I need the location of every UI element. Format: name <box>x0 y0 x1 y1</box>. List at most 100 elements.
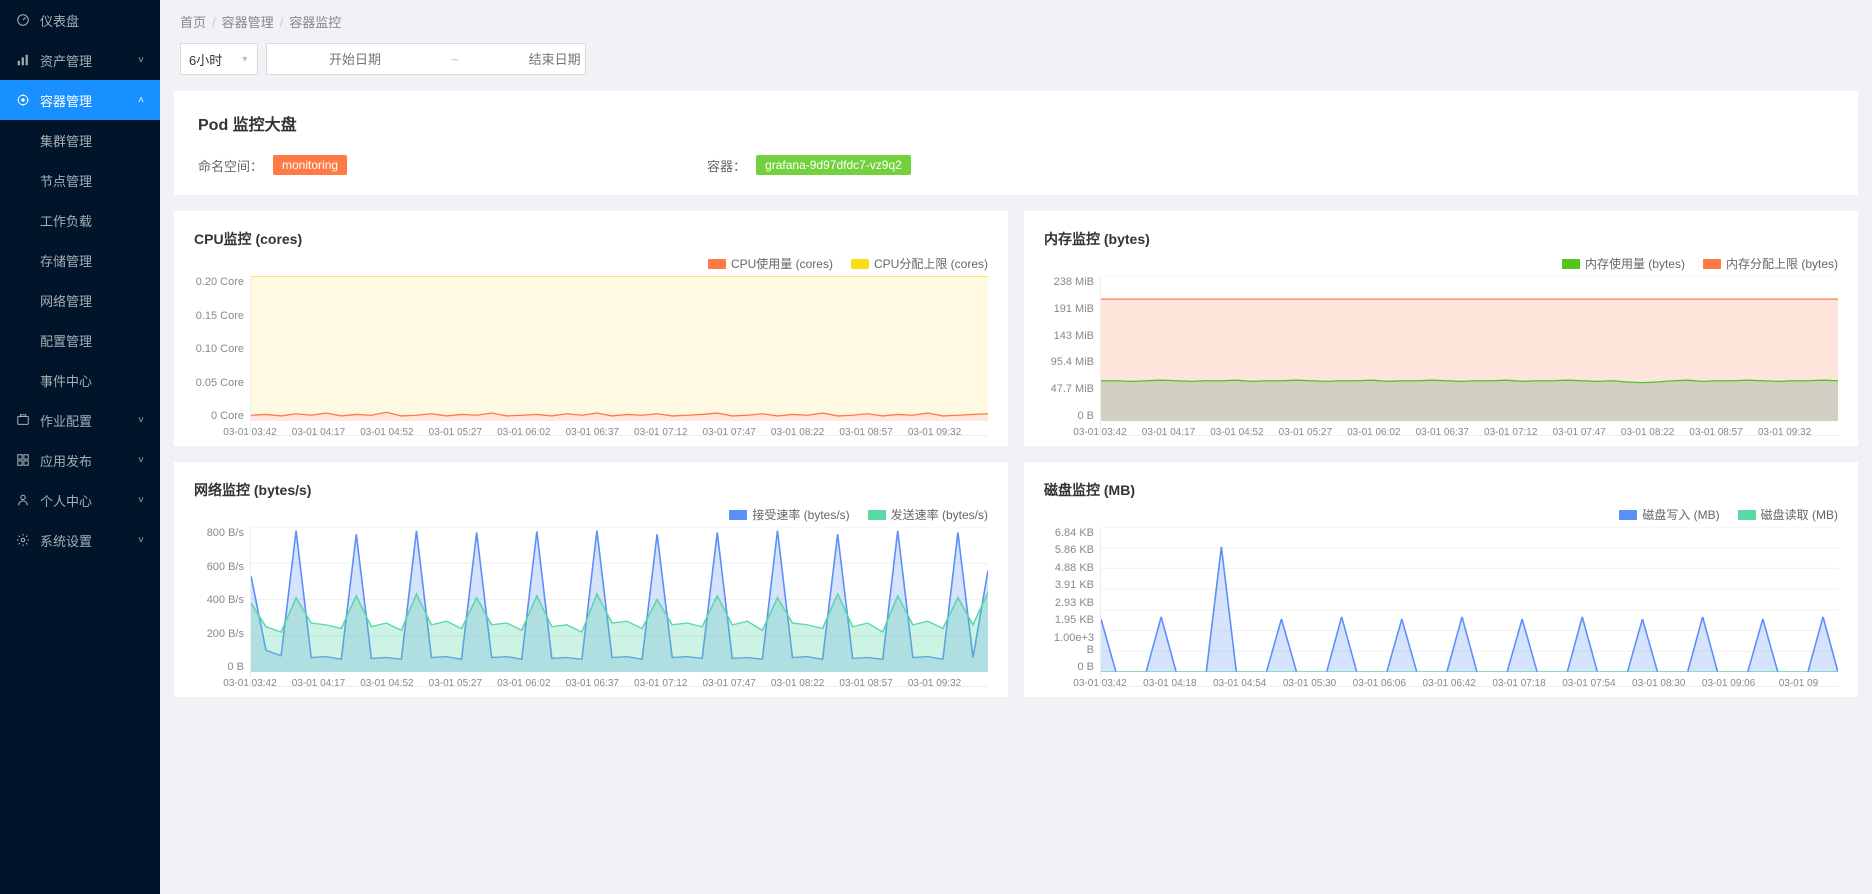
chart-legend: 接受速率 (bytes/s) 发送速率 (bytes/s) <box>194 506 988 523</box>
chart-body: 800 B/s600 B/s400 B/s200 B/s0 B 03-01 03… <box>194 527 988 687</box>
legend-item[interactable]: 内存分配上限 (bytes) <box>1703 255 1838 272</box>
filter-bar: 6小时 ▾ ~ <box>160 43 1872 91</box>
charts-grid: CPU监控 (cores) CPU使用量 (cores) CPU分配上限 (cor… <box>160 211 1872 713</box>
chart-legend: CPU使用量 (cores) CPU分配上限 (cores) <box>194 255 988 272</box>
chart-title: CPU监控 (cores) <box>194 229 988 249</box>
chevron-down-icon: ▾ <box>242 54 247 65</box>
date-range-picker[interactable]: ~ <box>266 43 586 75</box>
gear-icon <box>16 533 30 547</box>
legend-swatch <box>729 510 747 520</box>
chart-legend: 磁盘写入 (MB) 磁盘读取 (MB) <box>1044 506 1838 523</box>
header-panel: Pod 监控大盘 命名空间： monitoring 容器： grafana-9d… <box>174 91 1858 195</box>
chevron-down-icon: ˅ <box>138 495 144 506</box>
time-range-select[interactable]: 6小时 ▾ <box>180 43 258 75</box>
sidebar-item-label: 作业配置 <box>40 411 138 430</box>
chevron-down-icon: ˅ <box>138 415 144 426</box>
container-tag: grafana-9d97dfdc7-vz9q2 <box>756 155 911 175</box>
chart-card-cpu: CPU监控 (cores) CPU使用量 (cores) CPU分配上限 (cor… <box>174 211 1008 446</box>
breadcrumb-item[interactable]: 容器管理 <box>222 15 274 30</box>
y-axis: 800 B/s600 B/s400 B/s200 B/s0 B <box>194 527 250 687</box>
x-axis: 03-01 03:4203-01 04:1803-01 04:5403-01 0… <box>1100 678 1838 689</box>
chart-title: 磁盘监控 (MB) <box>1044 480 1838 500</box>
sidebar-subitem-节点管理[interactable]: 节点管理 <box>0 160 160 200</box>
chart-plot[interactable] <box>250 527 988 687</box>
sidebar-item-label: 个人中心 <box>40 491 138 510</box>
legend-swatch <box>851 259 869 269</box>
deploy-icon <box>16 453 30 467</box>
chart-card-disk: 磁盘监控 (MB) 磁盘写入 (MB) 磁盘读取 (MB) 6.84 KB5.86… <box>1024 462 1858 697</box>
legend-item[interactable]: CPU使用量 (cores) <box>708 255 833 272</box>
legend-swatch <box>1562 259 1580 269</box>
chart-card-net: 网络监控 (bytes/s) 接受速率 (bytes/s) 发送速率 (bytes… <box>174 462 1008 697</box>
chart-title: 网络监控 (bytes/s) <box>194 480 988 500</box>
range-separator: ~ <box>443 52 467 67</box>
y-axis: 238 MiB191 MiB143 MiB95.4 MiB47.7 MiB0 B <box>1044 276 1100 436</box>
meta-row: 命名空间： monitoring 容器： grafana-9d97dfdc7-v… <box>198 155 1834 175</box>
sidebar-subitem-配置管理[interactable]: 配置管理 <box>0 320 160 360</box>
chevron-up-icon: ˄ <box>138 95 144 106</box>
sidebar-subitem-工作负载[interactable]: 工作负载 <box>0 200 160 240</box>
container-label: 容器： <box>707 156 746 175</box>
sidebar-item-label: 资产管理 <box>40 51 138 70</box>
time-range-value: 6小时 <box>189 50 222 69</box>
main-content: 首页/容器管理/容器监控 6小时 ▾ ~ Pod 监控大盘 命名空间： moni… <box>160 0 1872 894</box>
bars-icon <box>16 53 30 67</box>
namespace-tag: monitoring <box>273 155 347 175</box>
chart-card-mem: 内存监控 (bytes) 内存使用量 (bytes) 内存分配上限 (bytes)… <box>1024 211 1858 446</box>
breadcrumb-item[interactable]: 首页 <box>180 15 206 30</box>
sidebar-subitem-集群管理[interactable]: 集群管理 <box>0 120 160 160</box>
sidebar-item-label: 仪表盘 <box>40 11 144 30</box>
legend-item[interactable]: 接受速率 (bytes/s) <box>729 506 849 523</box>
breadcrumb: 首页/容器管理/容器监控 <box>160 0 1872 43</box>
legend-label: 内存分配上限 (bytes) <box>1726 255 1838 272</box>
legend-item[interactable]: 磁盘读取 (MB) <box>1738 506 1838 523</box>
chart-plot[interactable] <box>250 276 988 436</box>
container-meta: 容器： grafana-9d97dfdc7-vz9q2 <box>707 155 911 175</box>
job-icon <box>16 413 30 427</box>
sidebar-item-仪表盘[interactable]: 仪表盘 <box>0 0 160 40</box>
legend-item[interactable]: 发送速率 (bytes/s) <box>868 506 988 523</box>
breadcrumb-item: 容器监控 <box>289 15 341 30</box>
sidebar-subitem-网络管理[interactable]: 网络管理 <box>0 280 160 320</box>
legend-label: 接受速率 (bytes/s) <box>752 506 849 523</box>
x-axis: 03-01 03:4203-01 04:1703-01 04:5203-01 0… <box>1100 427 1838 438</box>
x-axis: 03-01 03:4203-01 04:1703-01 04:5203-01 0… <box>250 678 988 689</box>
legend-swatch <box>1738 510 1756 520</box>
sidebar-subitem-存储管理[interactable]: 存储管理 <box>0 240 160 280</box>
chart-title: 内存监控 (bytes) <box>1044 229 1838 249</box>
sidebar-item-资产管理[interactable]: 资产管理˅ <box>0 40 160 80</box>
end-date-input[interactable] <box>467 52 643 67</box>
sidebar-item-容器管理[interactable]: 容器管理˄ <box>0 80 160 120</box>
legend-label: CPU分配上限 (cores) <box>874 255 988 272</box>
sidebar-item-作业配置[interactable]: 作业配置˅ <box>0 400 160 440</box>
legend-item[interactable]: 内存使用量 (bytes) <box>1562 255 1685 272</box>
user-icon <box>16 493 30 507</box>
legend-swatch <box>708 259 726 269</box>
chart-plot[interactable] <box>1100 527 1838 687</box>
chevron-down-icon: ˅ <box>138 55 144 66</box>
chart-body: 0.20 Core0.15 Core0.10 Core0.05 Core0 Co… <box>194 276 988 436</box>
legend-swatch <box>1619 510 1637 520</box>
sidebar-item-label: 容器管理 <box>40 91 138 110</box>
sidebar-subitem-事件中心[interactable]: 事件中心 <box>0 360 160 400</box>
namespace-meta: 命名空间： monitoring <box>198 155 347 175</box>
legend-label: CPU使用量 (cores) <box>731 255 833 272</box>
sidebar-item-应用发布[interactable]: 应用发布˅ <box>0 440 160 480</box>
legend-swatch <box>868 510 886 520</box>
legend-item[interactable]: CPU分配上限 (cores) <box>851 255 988 272</box>
chart-body: 238 MiB191 MiB143 MiB95.4 MiB47.7 MiB0 B… <box>1044 276 1838 436</box>
legend-label: 磁盘读取 (MB) <box>1761 506 1838 523</box>
start-date-input[interactable] <box>267 52 443 67</box>
sidebar-item-个人中心[interactable]: 个人中心˅ <box>0 480 160 520</box>
page-title: Pod 监控大盘 <box>198 111 1834 135</box>
dashboard-icon <box>16 13 30 27</box>
x-axis: 03-01 03:4203-01 04:1703-01 04:5203-01 0… <box>250 427 988 438</box>
chart-plot[interactable] <box>1100 276 1838 436</box>
chart-legend: 内存使用量 (bytes) 内存分配上限 (bytes) <box>1044 255 1838 272</box>
legend-swatch <box>1703 259 1721 269</box>
legend-label: 内存使用量 (bytes) <box>1585 255 1685 272</box>
y-axis: 6.84 KB5.86 KB4.88 KB3.91 KB2.93 KB1.95 … <box>1044 527 1100 687</box>
legend-item[interactable]: 磁盘写入 (MB) <box>1619 506 1719 523</box>
sidebar-item-系统设置[interactable]: 系统设置˅ <box>0 520 160 560</box>
sidebar: 仪表盘资产管理˅容器管理˄集群管理节点管理工作负载存储管理网络管理配置管理事件中… <box>0 0 160 894</box>
